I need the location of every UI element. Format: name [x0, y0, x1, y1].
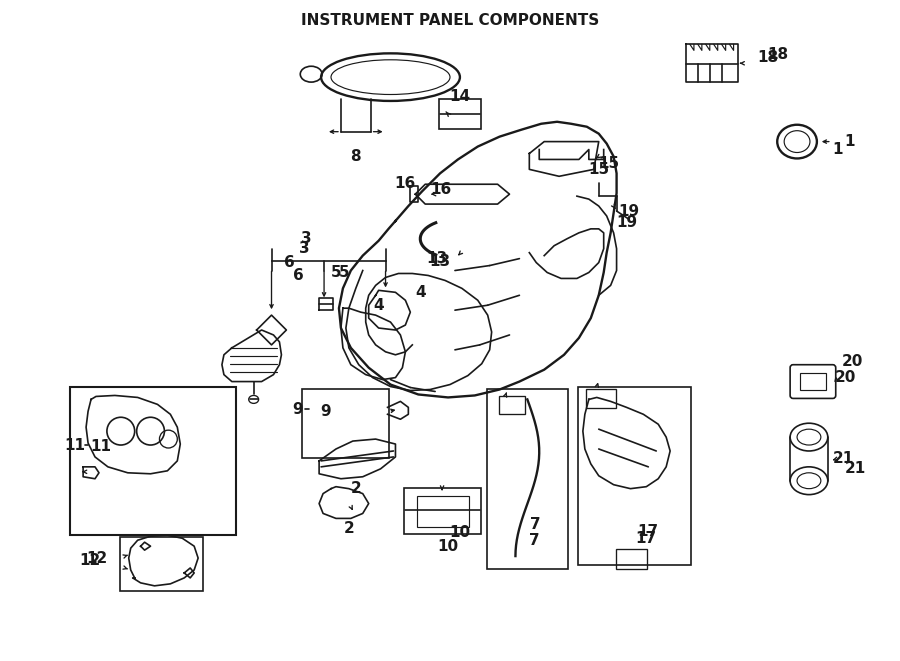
Text: 17: 17: [638, 524, 659, 539]
Text: 15: 15: [589, 162, 609, 177]
Text: 2: 2: [350, 481, 361, 496]
Text: 8: 8: [350, 149, 361, 164]
Text: 11: 11: [64, 438, 86, 453]
Text: 3: 3: [301, 231, 311, 247]
Text: 9: 9: [320, 404, 331, 419]
Text: 2: 2: [344, 521, 355, 536]
Text: 7: 7: [530, 517, 541, 532]
Text: 1: 1: [832, 142, 843, 157]
Text: 10: 10: [437, 539, 459, 554]
Text: 12: 12: [80, 553, 101, 568]
Text: 19: 19: [618, 204, 639, 219]
Text: 5: 5: [330, 265, 341, 280]
Text: 6: 6: [284, 255, 294, 270]
Text: 10: 10: [449, 525, 471, 540]
Text: 4: 4: [415, 285, 426, 300]
Text: INSTRUMENT PANEL COMPONENTS: INSTRUMENT PANEL COMPONENTS: [301, 13, 599, 28]
Text: 5: 5: [339, 265, 349, 280]
Text: 19: 19: [616, 215, 637, 231]
Text: 1: 1: [845, 134, 855, 149]
Text: 4: 4: [374, 297, 384, 313]
Text: 14: 14: [449, 89, 471, 104]
Text: 15: 15: [598, 156, 620, 171]
Text: 9: 9: [292, 402, 303, 417]
Text: 17: 17: [635, 531, 657, 546]
Text: 16: 16: [394, 176, 415, 191]
Text: 21: 21: [845, 461, 866, 477]
Text: 21: 21: [832, 451, 854, 467]
Text: 18: 18: [768, 47, 788, 62]
Text: 13: 13: [426, 251, 447, 266]
Text: 6: 6: [293, 268, 304, 283]
Text: 16: 16: [430, 182, 452, 197]
Text: 11: 11: [90, 438, 111, 453]
Text: 13: 13: [429, 254, 450, 269]
Text: 12: 12: [86, 551, 108, 566]
Text: 7: 7: [529, 533, 540, 548]
Text: 3: 3: [299, 241, 310, 256]
Text: 18: 18: [758, 50, 778, 65]
Text: 20: 20: [842, 354, 863, 369]
Text: 20: 20: [834, 370, 856, 385]
